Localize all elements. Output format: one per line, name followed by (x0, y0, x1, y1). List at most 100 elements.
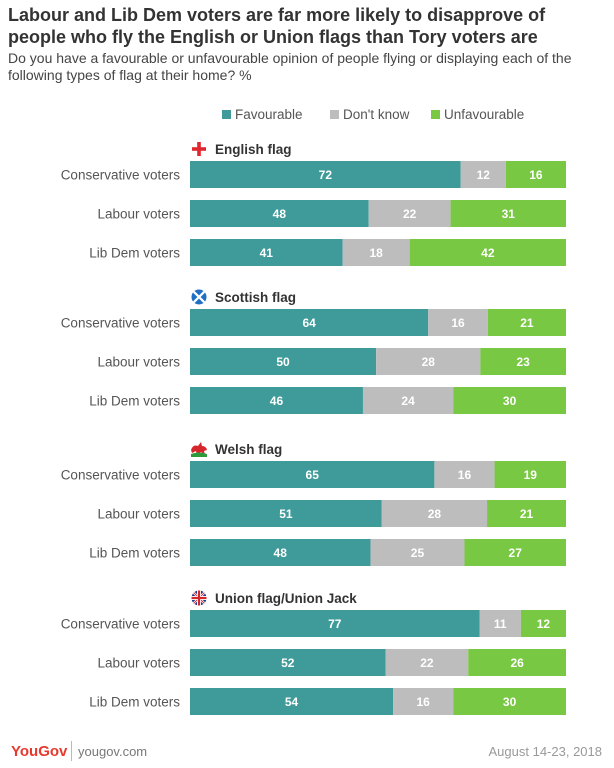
bar-segment-unfavourable (453, 688, 566, 715)
footer: YouGov yougov.com August 14-23, 2018 (0, 733, 614, 768)
bar-segment-don-t-know (376, 348, 481, 375)
group-union-flag-union-jack: Union flag/Union Jack Conservative voters… (61, 590, 566, 715)
bar-row: Labour voters 51 28 21 (97, 500, 566, 527)
bar-segment-unfavourable (450, 200, 566, 227)
legend-label-favourable: Favourable (235, 107, 303, 122)
data-label-favourable: 54 (285, 695, 299, 709)
data-label-unfavourable: 42 (481, 246, 495, 260)
bar-segment-don-t-know (385, 649, 469, 676)
bar-segment-unfavourable (464, 539, 566, 566)
data-label-favourable: 46 (270, 394, 284, 408)
bar-segment-favourable (190, 200, 369, 227)
bar-segment-don-t-know (479, 610, 521, 637)
row-label: Lib Dem voters (89, 546, 180, 561)
data-label-unfavourable: 26 (510, 656, 524, 670)
bar-segment-unfavourable (480, 348, 566, 375)
group-scottish-flag: Scottish flag Conservative voters 64 16 21 La… (61, 289, 566, 414)
row-label: Labour voters (97, 656, 180, 671)
data-label-favourable: 65 (306, 468, 320, 482)
bar-segment-unfavourable (494, 461, 566, 488)
data-label-favourable: 77 (328, 617, 342, 631)
bar-segment-favourable (190, 539, 371, 566)
bar-segment-don-t-know (362, 387, 454, 414)
legend-swatch-favourable (222, 110, 231, 119)
bar-segment-favourable (190, 309, 429, 336)
bar-segment-don-t-know (370, 539, 465, 566)
data-label-favourable: 50 (276, 355, 290, 369)
legend-label-unfavourable: Unfavourable (444, 107, 524, 122)
data-label-don-t-know: 24 (401, 394, 415, 408)
bar-segment-favourable (190, 500, 382, 527)
bar-segment-favourable (190, 161, 461, 188)
site-link[interactable]: yougov.com (78, 744, 148, 759)
bar-segment-favourable (190, 688, 394, 715)
footer-divider (71, 741, 72, 761)
bar-segment-don-t-know (460, 161, 506, 188)
scottish-flag-icon (191, 289, 207, 305)
bar-segment-don-t-know (368, 200, 451, 227)
row-label: Labour voters (97, 507, 180, 522)
bar-segment-favourable (190, 649, 386, 676)
data-label-unfavourable: 21 (520, 316, 534, 330)
data-label-favourable: 72 (319, 168, 333, 182)
group-title: Union flag/Union Jack (215, 591, 357, 606)
bar-row: Conservative voters 64 16 21 (61, 309, 566, 336)
yougov-logo[interactable]: YouGov (11, 743, 68, 760)
bar-segment-unfavourable (409, 239, 566, 266)
bar-row: Labour voters 52 22 26 (97, 649, 566, 676)
bar-segment-unfavourable (520, 610, 566, 637)
row-label: Labour voters (97, 355, 180, 370)
data-label-favourable: 48 (273, 207, 287, 221)
legend-swatch-don-t-know (330, 110, 339, 119)
group-title: English flag (215, 142, 292, 157)
data-label-don-t-know: 28 (422, 355, 436, 369)
data-label-don-t-know: 28 (428, 507, 442, 521)
bar-row: Lib Dem voters 41 18 42 (89, 239, 566, 266)
data-label-unfavourable: 12 (537, 617, 551, 631)
welsh-flag-icon (191, 442, 207, 457)
bar-segment-don-t-know (434, 461, 495, 488)
data-label-don-t-know: 16 (458, 468, 472, 482)
data-label-favourable: 48 (274, 546, 288, 560)
bar-segment-unfavourable (487, 500, 566, 527)
data-label-unfavourable: 31 (502, 207, 516, 221)
bar-segment-don-t-know (381, 500, 488, 527)
data-label-don-t-know: 22 (403, 207, 417, 221)
data-label-don-t-know: 12 (477, 168, 491, 182)
data-label-don-t-know: 22 (420, 656, 434, 670)
row-label: Conservative voters (61, 316, 181, 331)
data-label-don-t-know: 18 (369, 246, 383, 260)
data-label-unfavourable: 27 (509, 546, 523, 560)
bar-row: Lib Dem voters 54 16 30 (89, 688, 566, 715)
data-label-unfavourable: 19 (524, 468, 538, 482)
bar-segment-don-t-know (342, 239, 410, 266)
chart-title: Labour and Lib Dem voters are far more l… (8, 5, 546, 47)
row-label: Lib Dem voters (89, 394, 180, 409)
bar-row: Conservative voters 77 11 12 (61, 610, 566, 637)
row-label: Lib Dem voters (89, 246, 180, 261)
union-jack-icon (191, 590, 207, 606)
data-label-don-t-know: 16 (451, 316, 465, 330)
row-label: Labour voters (97, 207, 180, 222)
data-label-unfavourable: 21 (520, 507, 534, 521)
bar-segment-unfavourable (505, 161, 566, 188)
bar-segment-unfavourable (468, 649, 566, 676)
group-welsh-flag: Welsh flag Conservative voters 65 16 19 Labou… (61, 442, 566, 566)
bar-segment-favourable (190, 610, 480, 637)
bar-segment-unfavourable (453, 387, 566, 414)
row-label: Conservative voters (61, 468, 181, 483)
row-label: Conservative voters (61, 617, 181, 632)
data-label-don-t-know: 11 (494, 617, 507, 631)
bar-segment-favourable (190, 348, 377, 375)
bar-segment-don-t-know (428, 309, 488, 336)
bar-row: Labour voters 48 22 31 (97, 200, 566, 227)
data-label-favourable: 52 (281, 656, 295, 670)
data-label-don-t-know: 25 (411, 546, 425, 560)
data-label-unfavourable: 23 (517, 355, 531, 369)
bar-segment-favourable (190, 387, 363, 414)
stacked-bar-chart: Favourable Don't know Unfavourable English … (61, 107, 566, 715)
chart-subtitle: Do you have a favourable or unfavourable… (8, 50, 572, 83)
legend-swatch-unfavourable (431, 110, 440, 119)
bar-row: Labour voters 50 28 23 (97, 348, 566, 375)
data-label-unfavourable: 16 (529, 168, 543, 182)
